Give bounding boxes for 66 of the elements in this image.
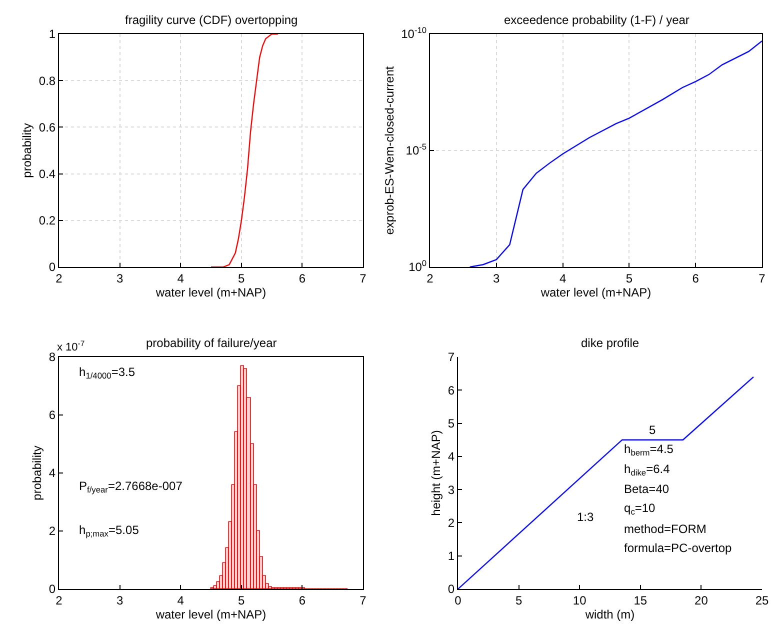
x-tick-label: 7 — [758, 271, 766, 286]
x-tick-label: 4 — [177, 593, 184, 608]
y-axis-title: probability — [30, 446, 44, 500]
annotation: formula=PC-overtop — [624, 541, 732, 555]
x-tick-label: 10 — [572, 593, 587, 608]
x-tick-label: 5 — [238, 271, 246, 286]
x-axis-title: water level (m+NAP) — [154, 607, 266, 622]
annotation: h$_{berm}$=4.5 — [624, 442, 674, 458]
y-tick-label: 4 — [448, 450, 455, 464]
y-tick-label: 0.4 — [38, 167, 56, 181]
y-tick-label: 10$^{-5}$ — [406, 142, 427, 158]
y-tick-label: 6 — [448, 383, 455, 398]
x-tick-label: 6 — [298, 271, 306, 286]
x-tick-label: 5 — [238, 593, 246, 608]
y-axis-title: exprob-ES-Wem-closed-current — [382, 66, 396, 235]
y-tick-label: 0 — [48, 582, 56, 596]
x-tick-label: 7 — [360, 271, 367, 286]
x-axis-title: water level (m+NAP) — [154, 285, 266, 300]
text: x 10$^{-7}$ — [57, 339, 85, 354]
y-tick-label: 6 — [48, 408, 56, 422]
y-axis-title: height (m+NAP) — [429, 430, 444, 516]
x-axis-title: width (m) — [584, 607, 635, 622]
annotation: h$_{1/4000}$=3.5 — [79, 365, 136, 381]
chart-title: fragility curve (CDF) overtopping — [125, 13, 298, 27]
y-tick-label: 0 — [448, 582, 455, 596]
y-tick-label: 0.2 — [38, 214, 56, 228]
y-tick-label: 8 — [48, 350, 56, 364]
annotation: 5 — [649, 423, 656, 437]
y-tick-label: 0.6 — [38, 120, 56, 134]
x-tick-label: 5 — [515, 593, 522, 608]
y-tick-label: 10$^{0}$ — [408, 258, 427, 274]
y-tick-label: 3 — [448, 482, 455, 497]
annotation: method=FORM — [624, 522, 706, 536]
x-tick-label: 5 — [626, 271, 633, 286]
y-tick-label: 4 — [48, 466, 56, 480]
x-tick-label: 20 — [694, 593, 708, 608]
x-tick-label: 4 — [177, 271, 184, 286]
x-tick-label: 3 — [116, 593, 124, 608]
chart-title: exceedence probability (1-F) / year — [504, 13, 690, 27]
x-tick-label: 6 — [298, 593, 306, 608]
annotation: h$_{dike}$=6.4 — [624, 462, 670, 478]
x-tick-label: 3 — [493, 271, 500, 286]
x-tick-label: 3 — [116, 271, 124, 286]
annotation: 1:3 — [577, 510, 594, 524]
y-tick-label: 1 — [48, 27, 56, 42]
annotation: Beta=40 — [624, 482, 670, 496]
x-tick-label: 6 — [692, 271, 700, 286]
y-tick-label: 5 — [448, 416, 455, 430]
y-tick-label: 10$^{-10}$ — [401, 25, 427, 42]
y-tick-label: 7 — [448, 350, 455, 364]
chart-title: probability of failure/year — [146, 336, 277, 350]
x-tick-label: 4 — [559, 271, 566, 286]
y-tick-label: 0.8 — [38, 74, 56, 88]
x-tick-label: 7 — [360, 593, 367, 608]
x-tick-label: 25 — [755, 593, 769, 608]
chart-title: dike profile — [581, 336, 640, 350]
annotation: q$_{c}$=10 — [624, 501, 656, 517]
x-axis-title: water level (m+NAP) — [540, 285, 652, 300]
y-tick-label: 2 — [448, 516, 455, 530]
annotation: P$_{f/year}$=2.7668e-007 — [79, 479, 183, 495]
x-tick-label: 15 — [634, 593, 648, 608]
annotation: h$_{p;max}$=5.05 — [79, 523, 140, 539]
y-tick-label: 2 — [48, 524, 56, 538]
y-tick-label: 0 — [48, 260, 56, 274]
y-tick-label: 1 — [448, 549, 455, 564]
y-axis-title: probability — [20, 123, 34, 178]
